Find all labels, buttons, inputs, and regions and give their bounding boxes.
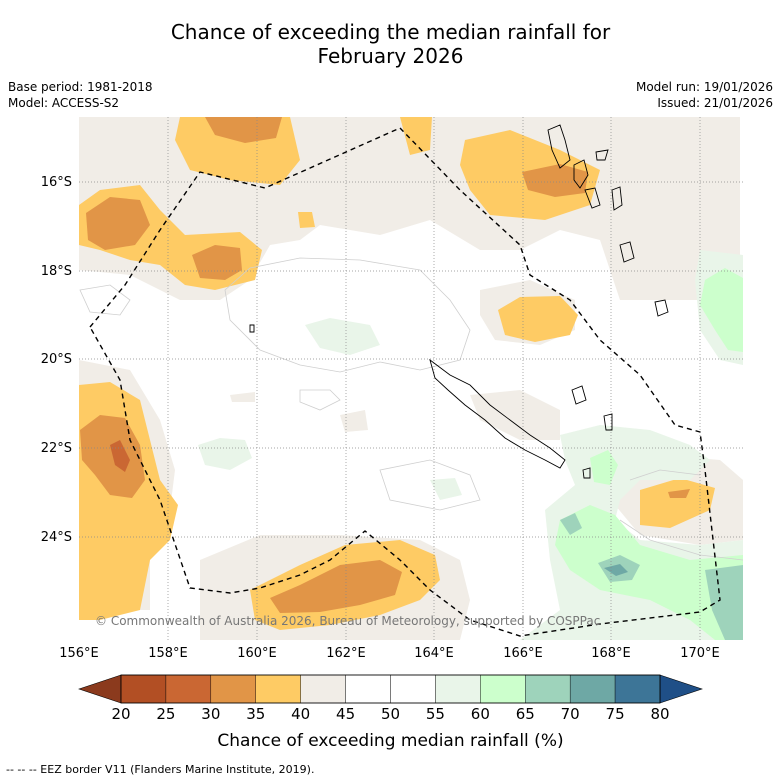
colorbar-tick-label: 40 (291, 705, 311, 723)
colorbar-segment (390, 674, 436, 704)
lon-label-158e: 158°E (148, 646, 188, 661)
colorbar-tick-label: 60 (470, 705, 490, 723)
colorbar (78, 674, 703, 704)
lat-label-16s: 16°S (40, 175, 72, 190)
graticule (79, 117, 743, 640)
colorbar-segment (120, 674, 167, 704)
colorbar-frame (120, 674, 661, 704)
colorbar-tick-label: 25 (156, 705, 176, 723)
chart-title-line2: February 2026 (317, 44, 464, 68)
lat-label-22s: 22°S (40, 441, 72, 456)
coastlines (249, 124, 669, 479)
colorbar-segment (255, 674, 301, 704)
colorbar-segment (569, 674, 616, 704)
colorbar-tick-label: 30 (201, 705, 221, 723)
lat-label-20s: 20°S (40, 352, 72, 367)
eez-border (89, 127, 721, 637)
lon-label-156e: 156°E (59, 646, 99, 661)
colorbar-segment (165, 674, 212, 704)
colorbar-segment (345, 674, 391, 704)
colorbar-segment (480, 674, 526, 704)
eez-footnote: -- -- -- EEZ border V11 (Flanders Marine… (6, 763, 315, 776)
colorbar-tick-label: 80 (650, 705, 670, 723)
copyright-text: © Commonwealth of Australia 2026, Bureau… (95, 614, 601, 628)
colorbar-over-arrow (659, 674, 703, 704)
colorbar-segment (525, 674, 571, 704)
lat-label-24s: 24°S (40, 530, 72, 545)
issued-text: Issued: 21/01/2026 (657, 96, 773, 110)
lon-label-170e: 170°E (680, 646, 720, 661)
lat-label-18s: 18°S (40, 264, 72, 279)
colorbar-tick-label: 45 (336, 705, 356, 723)
colorbar-tick-label: 50 (380, 705, 401, 723)
colorbar-segment (300, 674, 346, 704)
colorbar-tick-label: 35 (246, 705, 266, 723)
colorbar-tick-label: 75 (605, 705, 625, 723)
lon-label-162e: 162°E (326, 646, 366, 661)
colorbar-segments (120, 674, 661, 704)
colorbar-tick-label: 20 (111, 705, 131, 723)
band-30-35 (80, 117, 690, 613)
model-run-text: Model run: 19/01/2026 (635, 80, 773, 94)
band-60-65 (555, 268, 743, 640)
colorbar-segment (614, 674, 661, 704)
lon-label-160e: 160°E (237, 646, 277, 661)
model-text: Model: ACCESS-S2 (8, 96, 120, 110)
colorbar-segment (435, 674, 481, 704)
colorbar-tick-label: 55 (425, 705, 445, 723)
lon-label-166e: 166°E (503, 646, 543, 661)
colorbar-tick-label: 65 (515, 705, 535, 723)
band-70-75 (604, 564, 628, 576)
chart-title-line1: Chance of exceeding the median rainfall … (170, 20, 611, 44)
colorbar-label: Chance of exceeding median rainfall (%) (217, 731, 564, 751)
colorbar-tick-label: 70 (560, 705, 580, 723)
colorbar-segment (210, 674, 256, 704)
base-period-text: Base period: 1981-2018 (8, 80, 153, 94)
rainfall-field (79, 117, 743, 640)
lon-label-164e: 164°E (414, 646, 454, 661)
lon-label-168e: 168°E (591, 646, 631, 661)
band-65-70 (560, 513, 743, 640)
contour-lines (79, 257, 743, 561)
colorbar-under-arrow (78, 674, 122, 704)
